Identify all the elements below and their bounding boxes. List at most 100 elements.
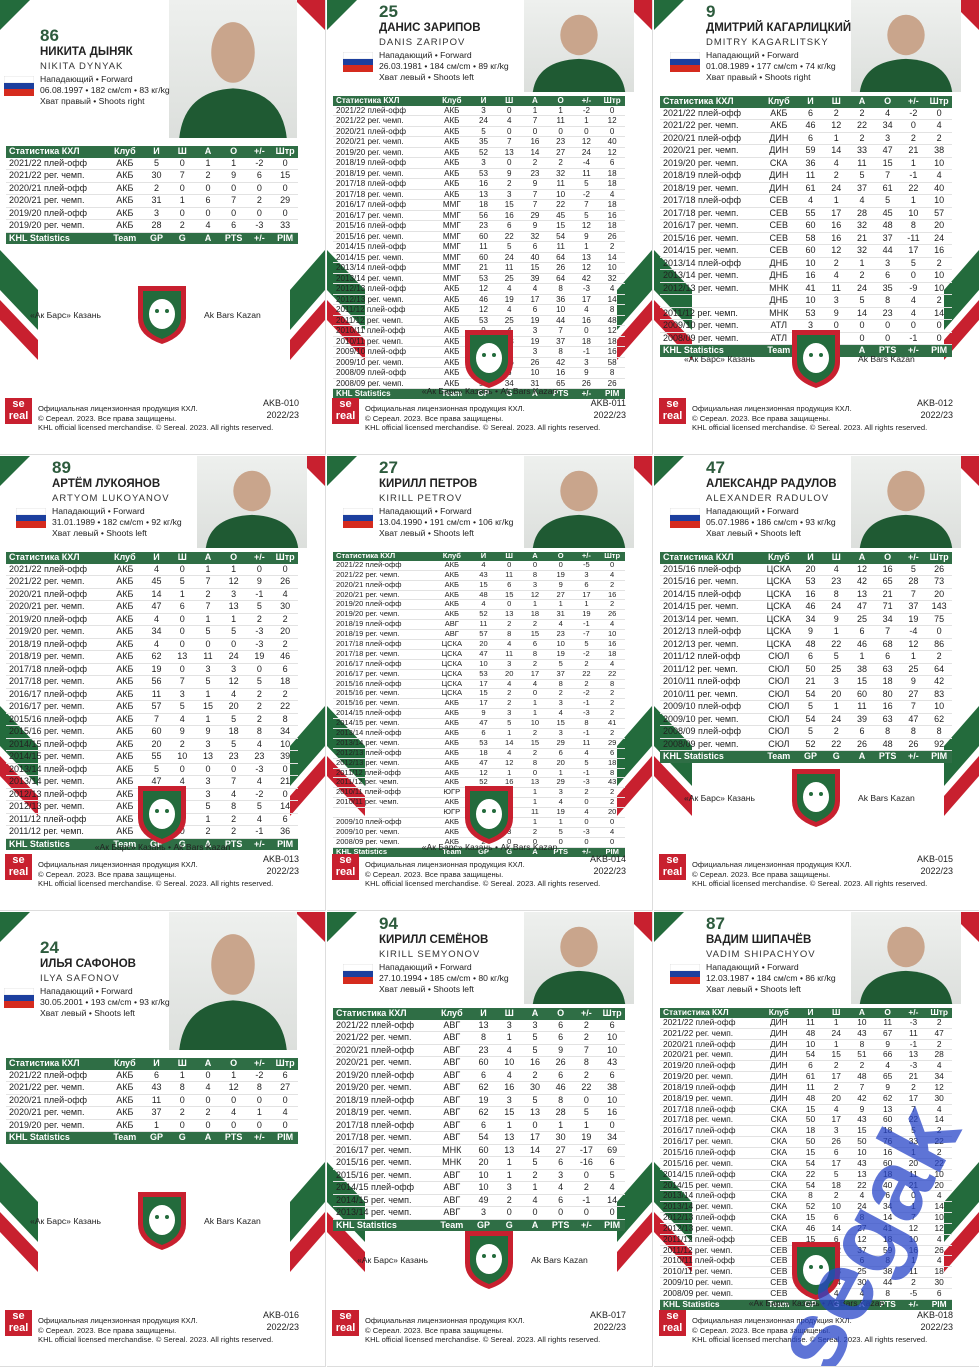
player-photo bbox=[851, 0, 961, 92]
cell: АКБ bbox=[444, 719, 459, 728]
cell: Статистика КХЛ bbox=[663, 96, 734, 106]
table-row: 2013/14 рег. чемп. ММГ 53 25 39 64 42 32 bbox=[333, 274, 625, 285]
cell: 8 bbox=[910, 220, 916, 230]
cell: 2016/17 плей-офф bbox=[336, 200, 407, 210]
cell: 7 bbox=[911, 1104, 916, 1114]
cell: 38 bbox=[934, 145, 945, 155]
table-row: 2020/21 рег. чемп. АКБ 37 2 2 4 1 4 bbox=[6, 1107, 298, 1120]
cell: 4 bbox=[859, 195, 865, 205]
cell: PTS bbox=[552, 389, 569, 399]
flag-stripe bbox=[670, 52, 700, 60]
cell: А bbox=[858, 1008, 865, 1017]
table-row: 2017/18 плей-офф АКБ 16 2 9 11 5 18 bbox=[333, 179, 625, 190]
cell: 12 bbox=[228, 676, 239, 686]
cell: 13 bbox=[504, 1132, 515, 1142]
cell: АКБ bbox=[116, 220, 134, 230]
card-code: AKB-018 bbox=[916, 1310, 953, 1320]
cell: 2008/09 рег. чемп. bbox=[336, 378, 404, 388]
cell: АКБ bbox=[770, 107, 788, 118]
cell: GP bbox=[804, 1299, 817, 1309]
cell: 0 bbox=[507, 600, 512, 609]
cell: 10 bbox=[607, 1032, 618, 1042]
cell: АКБ bbox=[444, 357, 460, 367]
cell: 4 bbox=[833, 1104, 839, 1114]
cell: -1 bbox=[909, 1039, 918, 1049]
brand-logo: se real bbox=[5, 854, 32, 880]
cell: 1 bbox=[833, 701, 839, 711]
flag-stripe bbox=[343, 964, 373, 972]
cell: 16 bbox=[529, 1057, 540, 1067]
cell: МНК bbox=[442, 1144, 462, 1155]
flag bbox=[670, 52, 700, 72]
table-row: 2016/17 рег. чемп. АКБ 57 5 15 20 2 22 bbox=[6, 701, 298, 714]
cell: 9 bbox=[205, 726, 211, 736]
cell: 12 bbox=[934, 1082, 944, 1092]
legal-text: Официальная лицензионная продукция КХЛ. bbox=[692, 1316, 852, 1325]
table-row: 2014/15 плей-офф АВГ 10 3 1 4 2 4 bbox=[333, 1182, 625, 1195]
cell: АТЛ bbox=[770, 320, 788, 330]
cell: Штр bbox=[275, 146, 295, 156]
cell: Статистика КХЛ bbox=[663, 552, 734, 562]
cell: 2011/12 плей-офф bbox=[663, 1234, 735, 1244]
table-row: 2014/15 рег. чемп. АКБ 55 10 13 23 23 39 bbox=[6, 751, 298, 764]
cell: 2021/22 плей-офф bbox=[663, 1017, 736, 1027]
cell: 2019/20 рег. чемп. bbox=[336, 147, 404, 157]
cell: 2 bbox=[507, 689, 512, 698]
cell: 8 bbox=[859, 1039, 865, 1049]
cell: 2008/09 плей-офф bbox=[336, 368, 407, 378]
cell: 2012/13 плей-офф bbox=[9, 788, 88, 799]
cell: МНК bbox=[442, 1157, 462, 1167]
head bbox=[560, 14, 598, 56]
table-row: 2013/14 рег. чемп. АКБ 53 14 15 29 11 29 bbox=[333, 739, 625, 749]
cell: 5 bbox=[859, 295, 865, 305]
cell: ДИН bbox=[769, 1093, 788, 1103]
cell: 7 bbox=[910, 588, 916, 599]
cell: ЦСКА bbox=[766, 601, 791, 611]
cell: 47 bbox=[934, 1028, 944, 1038]
cell: -4 bbox=[582, 158, 590, 168]
cell: 54 bbox=[556, 231, 566, 241]
cell: 28 bbox=[555, 1107, 566, 1117]
cell: 4 bbox=[609, 189, 615, 199]
cell: G bbox=[832, 1299, 840, 1309]
cell: 0 bbox=[179, 563, 185, 574]
cell: 15 bbox=[202, 701, 213, 711]
cell: 14 bbox=[934, 1115, 944, 1125]
logo-eye bbox=[482, 1253, 486, 1258]
cell: 1 bbox=[910, 195, 916, 205]
table-row: 2018/19 плей-офф АВГ 19 3 5 8 0 10 bbox=[333, 1095, 625, 1107]
table-row: 2018/19 рег. чемп. АКБ 53 9 23 32 11 18 bbox=[333, 169, 625, 180]
cell: 15 bbox=[504, 200, 514, 210]
cell: 5 bbox=[231, 738, 237, 749]
cell: 2 bbox=[911, 1082, 916, 1092]
table-row: 2012/13 плей-офф АКБ 18 4 2 6 4 6 bbox=[333, 749, 625, 759]
cell: 9 bbox=[532, 179, 538, 189]
cell: 2 bbox=[231, 826, 237, 836]
logo-leopard bbox=[476, 1243, 502, 1274]
cell: А bbox=[858, 552, 866, 562]
logo-eye bbox=[165, 309, 169, 313]
cell: 16 bbox=[504, 210, 514, 220]
cell: 26 bbox=[607, 231, 617, 241]
cell: 0 bbox=[179, 157, 185, 168]
cell: А bbox=[858, 96, 866, 106]
cell: 24 bbox=[856, 282, 867, 293]
cell: 7 bbox=[558, 326, 563, 336]
cell: G bbox=[178, 838, 186, 849]
jersey bbox=[859, 58, 953, 92]
table-row: 2013/14 плей-офф СКА 8 2 4 6 0 4 bbox=[660, 1191, 952, 1203]
cell: Ш bbox=[177, 1058, 187, 1068]
table-row: 2014/15 рег. чемп. ЦСКА 46 24 47 71 37 143 bbox=[660, 601, 952, 614]
cell: АКБ bbox=[444, 709, 459, 718]
cell: 3 bbox=[532, 347, 538, 357]
jersey bbox=[859, 970, 953, 1004]
cell: 15 bbox=[856, 676, 867, 686]
cell: 4 bbox=[179, 776, 185, 786]
cell: 60 bbox=[883, 1158, 893, 1168]
cell: 26 bbox=[908, 738, 919, 749]
cell: G bbox=[178, 1132, 186, 1142]
cell: 5 bbox=[584, 210, 589, 220]
flag bbox=[343, 964, 373, 984]
cell: 5 bbox=[231, 626, 237, 636]
cell: 2018/19 плей-офф bbox=[336, 620, 402, 629]
